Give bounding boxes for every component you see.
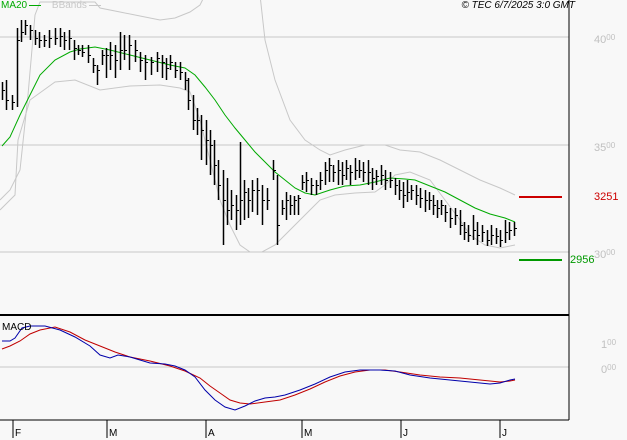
copyright-text: © TEC 6/7/2025 3:0 GMT — [461, 0, 575, 11]
legend-bbands-swatch — [88, 4, 101, 6]
legend-bbands-label: BBands — [51, 0, 87, 11]
x-axis-label: J — [502, 428, 507, 439]
ma20-line — [1, 46, 516, 223]
x-axis-label: M — [109, 428, 118, 439]
x-axis-label: M — [304, 428, 313, 439]
macd-line — [2, 325, 516, 411]
x-axis-label: F — [15, 428, 22, 439]
resistance-level-label: 3251 — [594, 191, 619, 203]
bband-lower-line — [0, 79, 516, 253]
support-level-label: 2956 — [570, 254, 595, 266]
x-axis-label: J — [403, 428, 408, 439]
y-axis-label: 000 — [601, 363, 617, 376]
x-axis-label: A — [208, 428, 215, 439]
legend-ma20-swatch — [29, 4, 42, 6]
price-grid — [0, 36, 569, 368]
y-axis-label: 3500 — [594, 141, 616, 154]
chart-legend: MA20 BBands — [1, 0, 101, 11]
bband-upper-line — [0, 0, 516, 201]
y-axis-label: 4000 — [594, 33, 616, 46]
y-axis-label: 100 — [601, 338, 617, 351]
ohlc-bars — [1, 20, 517, 247]
legend-ma20-label: MA20 — [1, 0, 28, 11]
y-axis-label: 3000 — [594, 248, 616, 261]
macd-panel-title: MACD — [2, 322, 32, 333]
x-axis-ticks — [12, 420, 501, 438]
macd-signal-line — [1, 326, 516, 405]
